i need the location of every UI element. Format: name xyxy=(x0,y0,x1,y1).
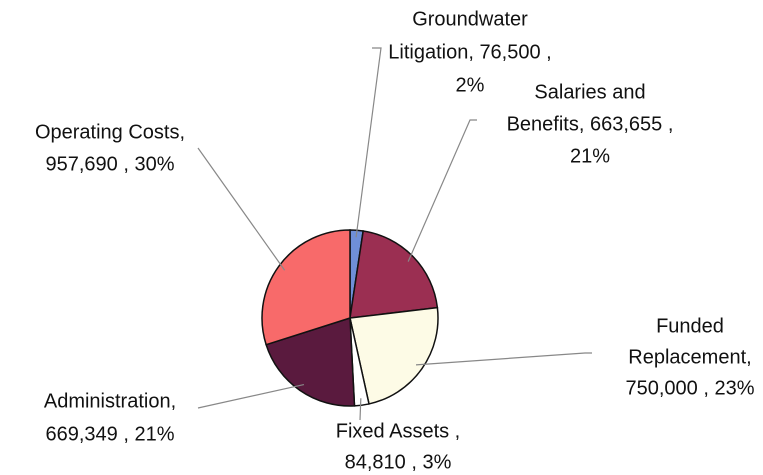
slice-label: 669,349 , 21% xyxy=(46,423,175,445)
leader-line xyxy=(415,352,592,366)
pie-slice xyxy=(261,229,351,346)
leader-line xyxy=(197,383,305,409)
slice-label: 957,690 , 30% xyxy=(46,153,175,175)
slice-label: Groundwater xyxy=(412,8,528,30)
slice-label: Fixed Assets , xyxy=(336,420,461,442)
slice-label: 2% xyxy=(456,74,485,96)
slice-label: 84,810 , 3% xyxy=(345,451,452,473)
slice-label: Funded xyxy=(656,315,724,337)
slice-label: Replacement, xyxy=(628,346,751,368)
leader-line xyxy=(197,147,286,271)
leader-line xyxy=(355,47,382,238)
slice-label: Litigation, 76,500 , xyxy=(388,41,551,63)
leader-line xyxy=(407,119,477,262)
leader-line xyxy=(359,398,362,421)
pie-slice xyxy=(349,306,439,405)
slice-label: Operating Costs, xyxy=(35,121,185,143)
slice-label: 21% xyxy=(570,145,610,167)
slice-label: Benefits, 663,655 , xyxy=(507,113,674,135)
slice-label: Administration, xyxy=(44,390,176,412)
slice-label: Salaries and xyxy=(534,81,645,103)
pie-slice xyxy=(349,230,439,319)
pie-slice xyxy=(265,316,356,407)
slice-label: 750,000 , 23% xyxy=(626,377,755,399)
